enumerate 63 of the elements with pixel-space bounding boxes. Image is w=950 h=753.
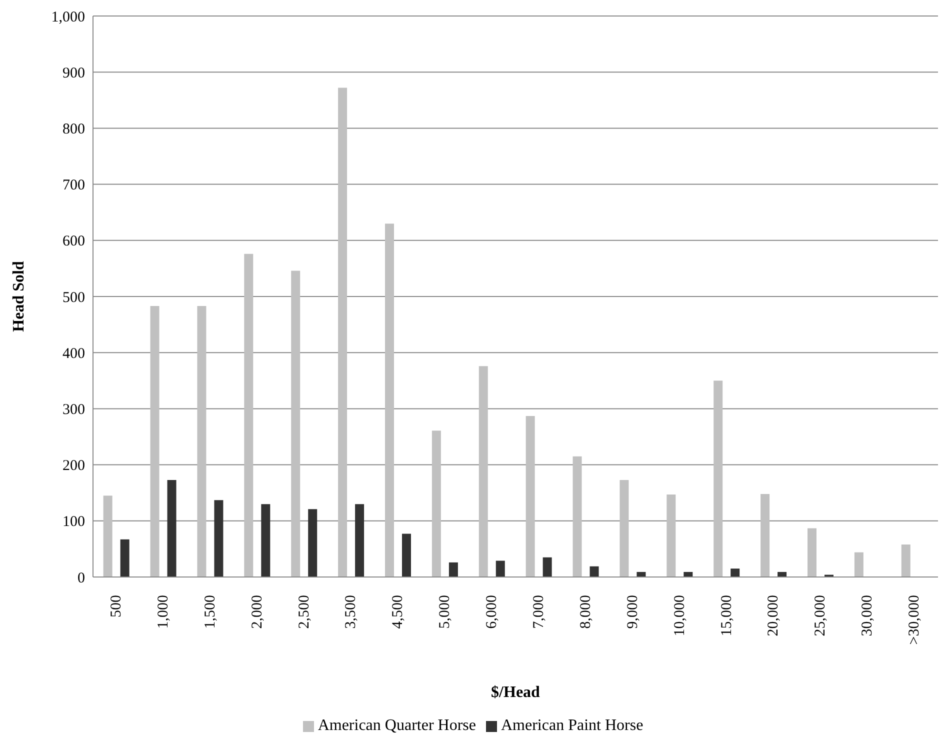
x-tick-label: 25,000: [812, 595, 829, 636]
bar: [308, 509, 318, 577]
y-tick-label: 400: [62, 346, 85, 362]
bar: [338, 88, 348, 577]
bar: [120, 539, 130, 577]
x-tick-label: 8,000: [578, 595, 594, 629]
y-tick-label: 700: [62, 178, 85, 194]
bar: [730, 568, 740, 577]
bar: [478, 366, 488, 577]
bar: [384, 224, 394, 577]
bar: [214, 500, 224, 577]
bar: [496, 560, 505, 577]
bar: [854, 552, 864, 577]
bar: [448, 562, 458, 577]
bar: [150, 306, 160, 577]
x-tick-label: 1,000: [155, 595, 172, 629]
bar: [167, 480, 176, 577]
bar: [244, 254, 254, 577]
x-tick-label: 20,000: [766, 595, 782, 636]
bar: [197, 306, 206, 577]
x-tick-label: 2,000: [249, 595, 266, 629]
bar: [402, 534, 411, 577]
x-tick-label: >30,000: [906, 595, 923, 645]
x-tick-label: 7,000: [530, 595, 547, 629]
bar: [291, 270, 300, 577]
x-tick-label: 6,000: [484, 595, 500, 629]
x-tick-label: 2,500: [296, 595, 312, 629]
bar: [760, 494, 770, 577]
bar: [666, 494, 676, 577]
x-tick-label: 500: [108, 595, 124, 618]
y-tick-label: 600: [62, 234, 85, 250]
bar: [620, 480, 629, 577]
x-tick-label: 3,500: [343, 595, 360, 629]
bar: [261, 504, 270, 577]
x-tick-label: 4,500: [390, 595, 406, 629]
y-tick-label: 500: [62, 290, 85, 306]
bar: [572, 456, 582, 577]
y-tick-label: 800: [62, 122, 85, 138]
legend-label: American Quarter Horse: [318, 717, 476, 734]
bar: [590, 566, 599, 577]
bar: [432, 430, 441, 577]
y-axis-title: Head Sold: [10, 261, 28, 332]
y-tick-label: 300: [62, 402, 85, 418]
x-axis-title: $/Head: [491, 684, 540, 701]
bar: [355, 504, 364, 577]
y-tick-label: 900: [62, 65, 85, 82]
x-tick-label: 9,000: [624, 595, 641, 629]
x-tick-label: 5,000: [437, 595, 454, 629]
y-tick-label: 0: [78, 570, 85, 586]
y-tick-label: 200: [62, 458, 85, 474]
bar: [526, 416, 535, 577]
x-tick-label: 1,500: [202, 595, 218, 629]
bar: [807, 528, 816, 577]
bar: [901, 544, 910, 577]
y-tick-label: 100: [62, 514, 85, 530]
bar: [103, 496, 112, 577]
legend-label: American Paint Horse: [500, 717, 644, 734]
x-tick-label: 30,000: [860, 595, 876, 636]
y-tick-label: 1,000: [51, 9, 85, 26]
x-tick-label: 10,000: [672, 595, 688, 636]
bar: [714, 380, 723, 577]
bar: [542, 557, 552, 577]
x-tick-label: 15,000: [718, 595, 735, 636]
